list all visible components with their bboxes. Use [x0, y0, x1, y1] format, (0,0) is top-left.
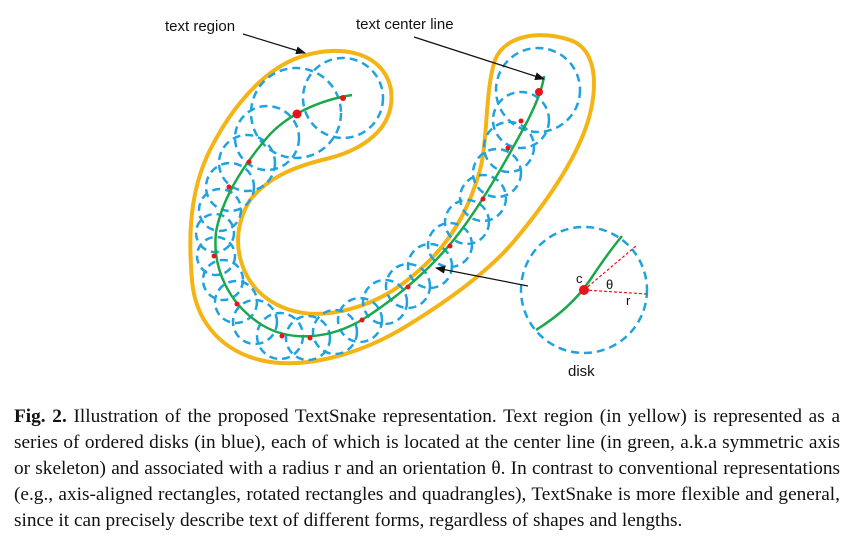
disk: [201, 258, 245, 302]
center-point: [447, 243, 453, 249]
disk: [458, 173, 508, 223]
angle-label: θ: [606, 277, 613, 292]
figure-caption: Fig. 2. Illustration of the proposed Tex…: [14, 404, 840, 534]
text-center-line: [214, 75, 546, 338]
center-point: [279, 333, 285, 339]
center-point: [246, 159, 252, 165]
disk-label: disk: [568, 363, 595, 380]
center-point: [480, 196, 486, 202]
center-point: [234, 301, 240, 307]
disk: [361, 278, 409, 326]
center-point: [518, 118, 524, 124]
center-point: [292, 109, 302, 119]
caption-text: Illustration of the proposed TextSnake r…: [14, 406, 840, 531]
text-center-line-label: text center line: [356, 16, 454, 33]
disk: [231, 298, 279, 346]
disk: [491, 90, 551, 150]
disk: [284, 314, 332, 362]
disk-series: [194, 46, 582, 362]
disk: [197, 187, 243, 233]
zoomed-disk: c θ r: [519, 225, 649, 355]
disk: [233, 104, 301, 172]
center-point: [226, 184, 232, 190]
text-region-outline: [188, 33, 596, 366]
center-label: c: [576, 271, 583, 286]
disk: [249, 66, 343, 160]
center-point: [359, 317, 365, 323]
center-point: [307, 335, 313, 341]
text-region-arrow: [242, 33, 306, 55]
disk-arrow: [435, 265, 529, 287]
disk: [494, 46, 582, 134]
disk: [311, 308, 359, 356]
center-point: [340, 95, 346, 101]
center-line-arrow: [413, 36, 545, 81]
disk: [204, 161, 256, 213]
center-point: [405, 284, 411, 290]
disk: [384, 262, 432, 310]
disk: [426, 221, 474, 269]
figure-label: Fig. 2.: [14, 406, 67, 427]
disk: [301, 56, 385, 140]
zoomed-center-line: [535, 235, 623, 332]
disk: [195, 235, 237, 277]
disk: [471, 147, 523, 199]
disk: [217, 133, 277, 193]
disk: [336, 296, 384, 344]
textsnake-diagram: c θ r text region text center line disk: [165, 16, 649, 380]
zoomed-disk-circle: [519, 225, 649, 355]
text-region-label: text region: [165, 18, 235, 35]
radius-line: [583, 289, 648, 295]
center-point: [505, 145, 511, 151]
zoomed-center-point: [579, 285, 589, 295]
center-point: [535, 88, 543, 96]
radius-label: r: [626, 293, 631, 308]
disk: [213, 279, 259, 325]
disk: [443, 198, 491, 246]
center-points: [211, 88, 543, 341]
center-point: [211, 253, 217, 259]
orientation-line: [583, 245, 637, 291]
